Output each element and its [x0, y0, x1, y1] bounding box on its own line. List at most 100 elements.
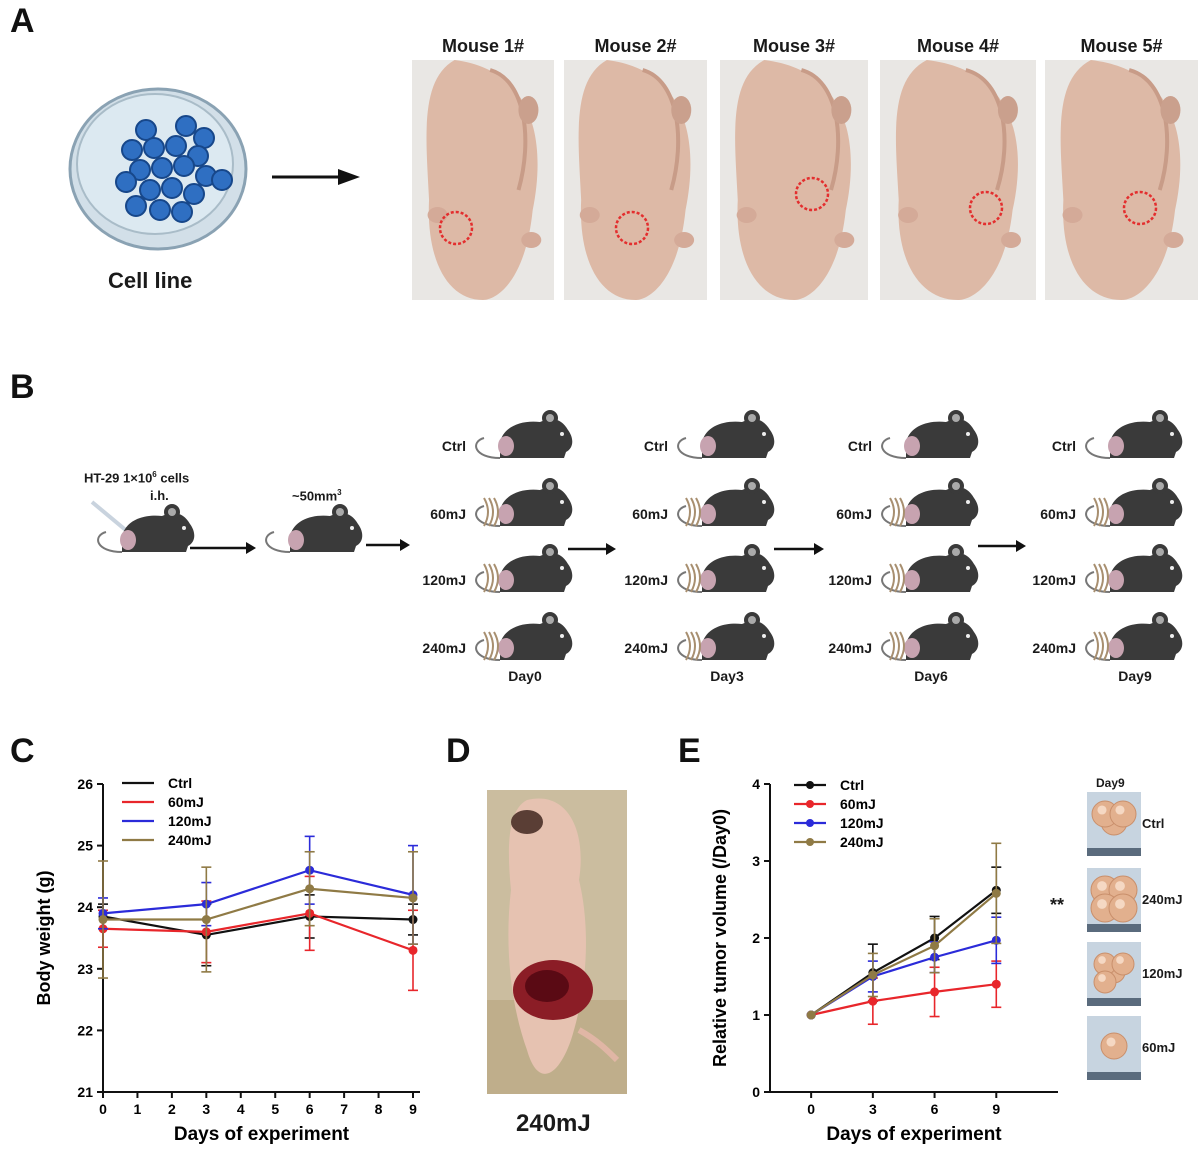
tumor-volume-chart: 0 1 2 3 4 0 3 6 9 Days of experiment Relative tumo…: [710, 776, 1058, 1145]
tumor-photo: [1087, 792, 1141, 856]
mouse-icon: [475, 478, 573, 527]
data-point: [201, 915, 211, 925]
x-tick-label: 8: [375, 1101, 383, 1117]
y-axis-label: Relative tumor volume (/Day0): [710, 809, 730, 1067]
mouse-icon: [677, 544, 775, 593]
data-point: [868, 970, 878, 980]
data-point: [98, 915, 108, 925]
mouse-icon: [265, 504, 363, 553]
legend-label: Ctrl: [168, 775, 192, 791]
data-point: [868, 996, 878, 1006]
y-tick-label: 1: [752, 1007, 760, 1023]
mouse-icon: [881, 478, 979, 527]
legend-label: 240mJ: [840, 834, 884, 850]
series-line: [810, 939, 997, 1016]
mouse-icon: [475, 544, 573, 593]
group-label: 60mJ: [1040, 506, 1076, 522]
mouse-icon: [1085, 410, 1183, 459]
mouse-label: Mouse 5#: [1080, 36, 1163, 56]
arrow-icon: [366, 539, 410, 551]
mouse-icon: [97, 504, 195, 553]
mouse-icon: [881, 544, 979, 593]
group-label: 240mJ: [828, 640, 872, 656]
panel-c-letter: C: [10, 732, 35, 770]
x-tick-label: 7: [340, 1101, 348, 1117]
panel-d-caption: 240mJ: [516, 1110, 591, 1137]
legend-label: 120mJ: [168, 813, 212, 829]
group-label: 120mJ: [1032, 572, 1076, 588]
legend-marker: [806, 838, 814, 846]
data-point: [930, 941, 940, 951]
series-line: [102, 869, 414, 915]
x-tick-label: 6: [306, 1101, 314, 1117]
series-line: [102, 915, 414, 937]
series-line: [102, 912, 414, 952]
mouse-photo: [412, 60, 554, 300]
group-label: 60mJ: [632, 506, 668, 522]
x-tick-label: 3: [202, 1101, 210, 1117]
group-label: Ctrl: [441, 438, 466, 454]
arrow-icon: [272, 169, 360, 185]
significance-mark: **: [1050, 895, 1065, 915]
y-tick-label: 25: [77, 838, 93, 854]
mouse-label: Mouse 2#: [594, 36, 677, 56]
panel-a-letter: A: [10, 2, 35, 40]
day-label: Day6: [914, 668, 948, 684]
mouse-label: Mouse 3#: [752, 36, 836, 56]
data-point: [930, 987, 940, 997]
y-tick-label: 4: [752, 776, 760, 792]
volume-label: ~50mm3: [292, 488, 342, 504]
group-label: 120mJ: [828, 572, 872, 588]
tumor-mouse-photo: [487, 790, 627, 1094]
syringe-icon: [90, 500, 130, 534]
data-point: [305, 884, 315, 894]
x-tick-label: 5: [271, 1101, 279, 1117]
y-axis-label: Body weight (g): [34, 871, 54, 1006]
group-label: Ctrl: [643, 438, 668, 454]
series-line: [810, 892, 997, 1016]
panel-d-letter: D: [446, 732, 471, 770]
tumor-photo: [1087, 1016, 1141, 1080]
data-point: [991, 979, 1001, 989]
group-label: Ctrl: [1051, 438, 1076, 454]
x-tick-label: 6: [931, 1101, 939, 1117]
cell-line-label: Cell line: [108, 268, 193, 293]
panel-e-letter: E: [678, 732, 701, 770]
group-label: Ctrl: [847, 438, 872, 454]
x-axis-label: Days of experiment: [826, 1124, 1002, 1145]
tumor-photo: [1087, 942, 1141, 1006]
y-tick-label: 22: [77, 1022, 93, 1038]
mouse-icon: [1085, 544, 1183, 593]
y-tick-label: 26: [77, 776, 93, 792]
day-label: Day0: [508, 668, 542, 684]
x-tick-label: 0: [807, 1101, 815, 1117]
data-point: [991, 888, 1001, 898]
group-label: 240mJ: [422, 640, 466, 656]
data-point: [408, 893, 418, 903]
tumor-photo-label: 120mJ: [1142, 966, 1183, 981]
tumor-photo-title: Day9: [1096, 776, 1125, 790]
legend-label: 60mJ: [168, 794, 204, 810]
x-axis-label: Days of experiment: [174, 1124, 350, 1145]
mouse-icon: [1085, 612, 1183, 661]
data-point: [408, 945, 418, 955]
tumor-photo-label: 60mJ: [1142, 1040, 1176, 1055]
y-tick-label: 2: [752, 930, 760, 946]
group-label: 60mJ: [430, 506, 466, 522]
day-label: Day9: [1118, 668, 1152, 684]
group-label: 240mJ: [624, 640, 668, 656]
legend-label: Ctrl: [840, 777, 864, 793]
series-line: [810, 983, 997, 1017]
tumor-photo: [1087, 868, 1141, 932]
arrow-icon: [978, 540, 1026, 552]
series-line: [103, 887, 414, 921]
legend-marker: [806, 800, 814, 808]
mouse-icon: [881, 410, 979, 459]
x-tick-label: 1: [134, 1101, 142, 1117]
legend-marker: [806, 819, 814, 827]
x-tick-label: 4: [237, 1101, 245, 1117]
x-tick-label: 3: [869, 1101, 877, 1117]
y-tick-label: 24: [77, 899, 93, 915]
arrow-icon: [568, 543, 616, 555]
